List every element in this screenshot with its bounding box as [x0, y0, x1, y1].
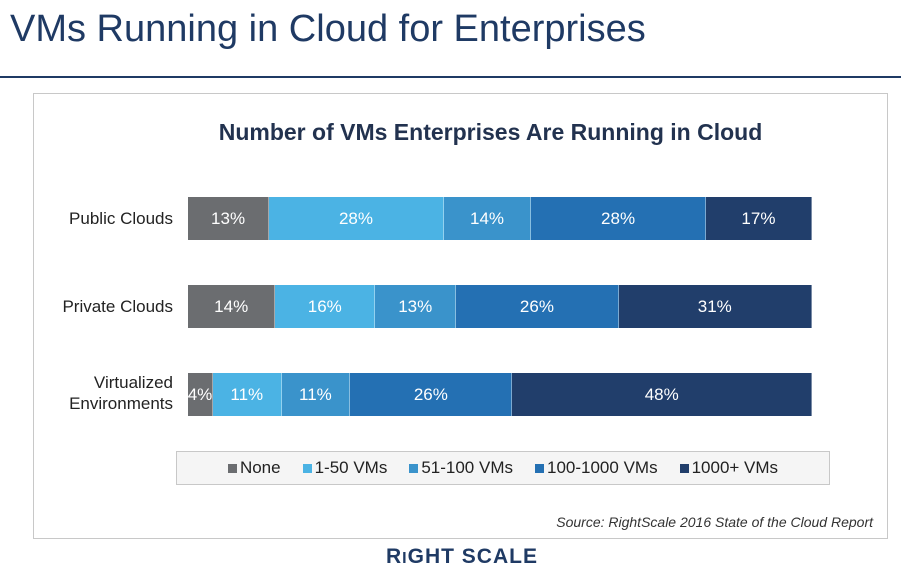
title-divider — [0, 76, 901, 78]
bar-segment: 13% — [375, 285, 457, 328]
legend-label: 100-1000 VMs — [547, 458, 658, 477]
bar-segment: 28% — [531, 197, 706, 240]
category-label: Public Clouds — [69, 209, 173, 228]
bar-segment: 26% — [456, 285, 619, 328]
bar-segment: 31% — [618, 285, 812, 328]
bar-segment: 4% — [188, 373, 213, 416]
data-label: 11% — [299, 384, 332, 404]
data-label: 26% — [413, 384, 448, 404]
legend-swatch — [535, 463, 544, 473]
legend-swatch — [302, 463, 312, 473]
data-label: 11% — [230, 384, 264, 404]
bar-segment: 48% — [512, 373, 812, 416]
legend-item: 51-100 VMs — [409, 458, 513, 478]
bar-segment: 28% — [269, 197, 444, 240]
legend-label: 51-100 VMs — [421, 458, 513, 477]
bar-segment: 14% — [443, 197, 532, 240]
data-label: 28% — [338, 208, 373, 228]
data-label: 48% — [644, 384, 679, 404]
legend-item: 100-1000 VMs — [535, 458, 658, 478]
data-label: 26% — [519, 296, 554, 316]
legend-swatch — [227, 463, 237, 473]
legend: None 1-50 VMs 51-100 VMs 100-1000 VMs 1000+ … — [176, 451, 830, 485]
bar-segment: 14% — [188, 285, 276, 328]
bar-segment: 17% — [705, 197, 812, 240]
rightscale-logo: RIGHT SCALE — [386, 545, 538, 568]
slide-title: VMs Running in Cloud for Enterprises — [10, 8, 646, 50]
source-note: Source: RightScale 2016 State of the Clo… — [556, 514, 873, 530]
legend-item: 1-50 VMs — [302, 458, 388, 478]
data-label: 31% — [697, 296, 732, 316]
bar-segment: 26% — [350, 373, 513, 416]
data-label: 13% — [398, 296, 433, 316]
legend-label: None — [239, 458, 281, 477]
data-label: 16% — [307, 296, 342, 316]
bar-segment: 11% — [212, 373, 282, 416]
bar-segment: 16% — [275, 285, 376, 328]
legend-label: 1-50 VMs — [314, 458, 388, 477]
legend-swatch — [409, 463, 419, 473]
legend-item: 1000+ VMs — [679, 458, 779, 478]
legend-label: 1000+ VMs — [691, 458, 779, 477]
data-label: 4% — [187, 384, 213, 404]
data-label: 17% — [741, 208, 776, 228]
data-label: 14% — [469, 208, 505, 228]
category-label: Private Clouds — [62, 297, 173, 316]
data-label: 28% — [601, 208, 636, 228]
data-label: 13% — [211, 208, 246, 228]
legend-swatch — [679, 463, 689, 473]
legend-item: None — [227, 458, 281, 478]
bar-segment: 11% — [281, 373, 351, 416]
bar-segment: 13% — [188, 197, 270, 240]
data-label: 14% — [214, 296, 249, 316]
category-label: Virtualized Environments — [69, 373, 173, 413]
chart-title: Number of VMs Enterprises Are Running in… — [218, 119, 763, 145]
chart-frame — [33, 93, 888, 539]
